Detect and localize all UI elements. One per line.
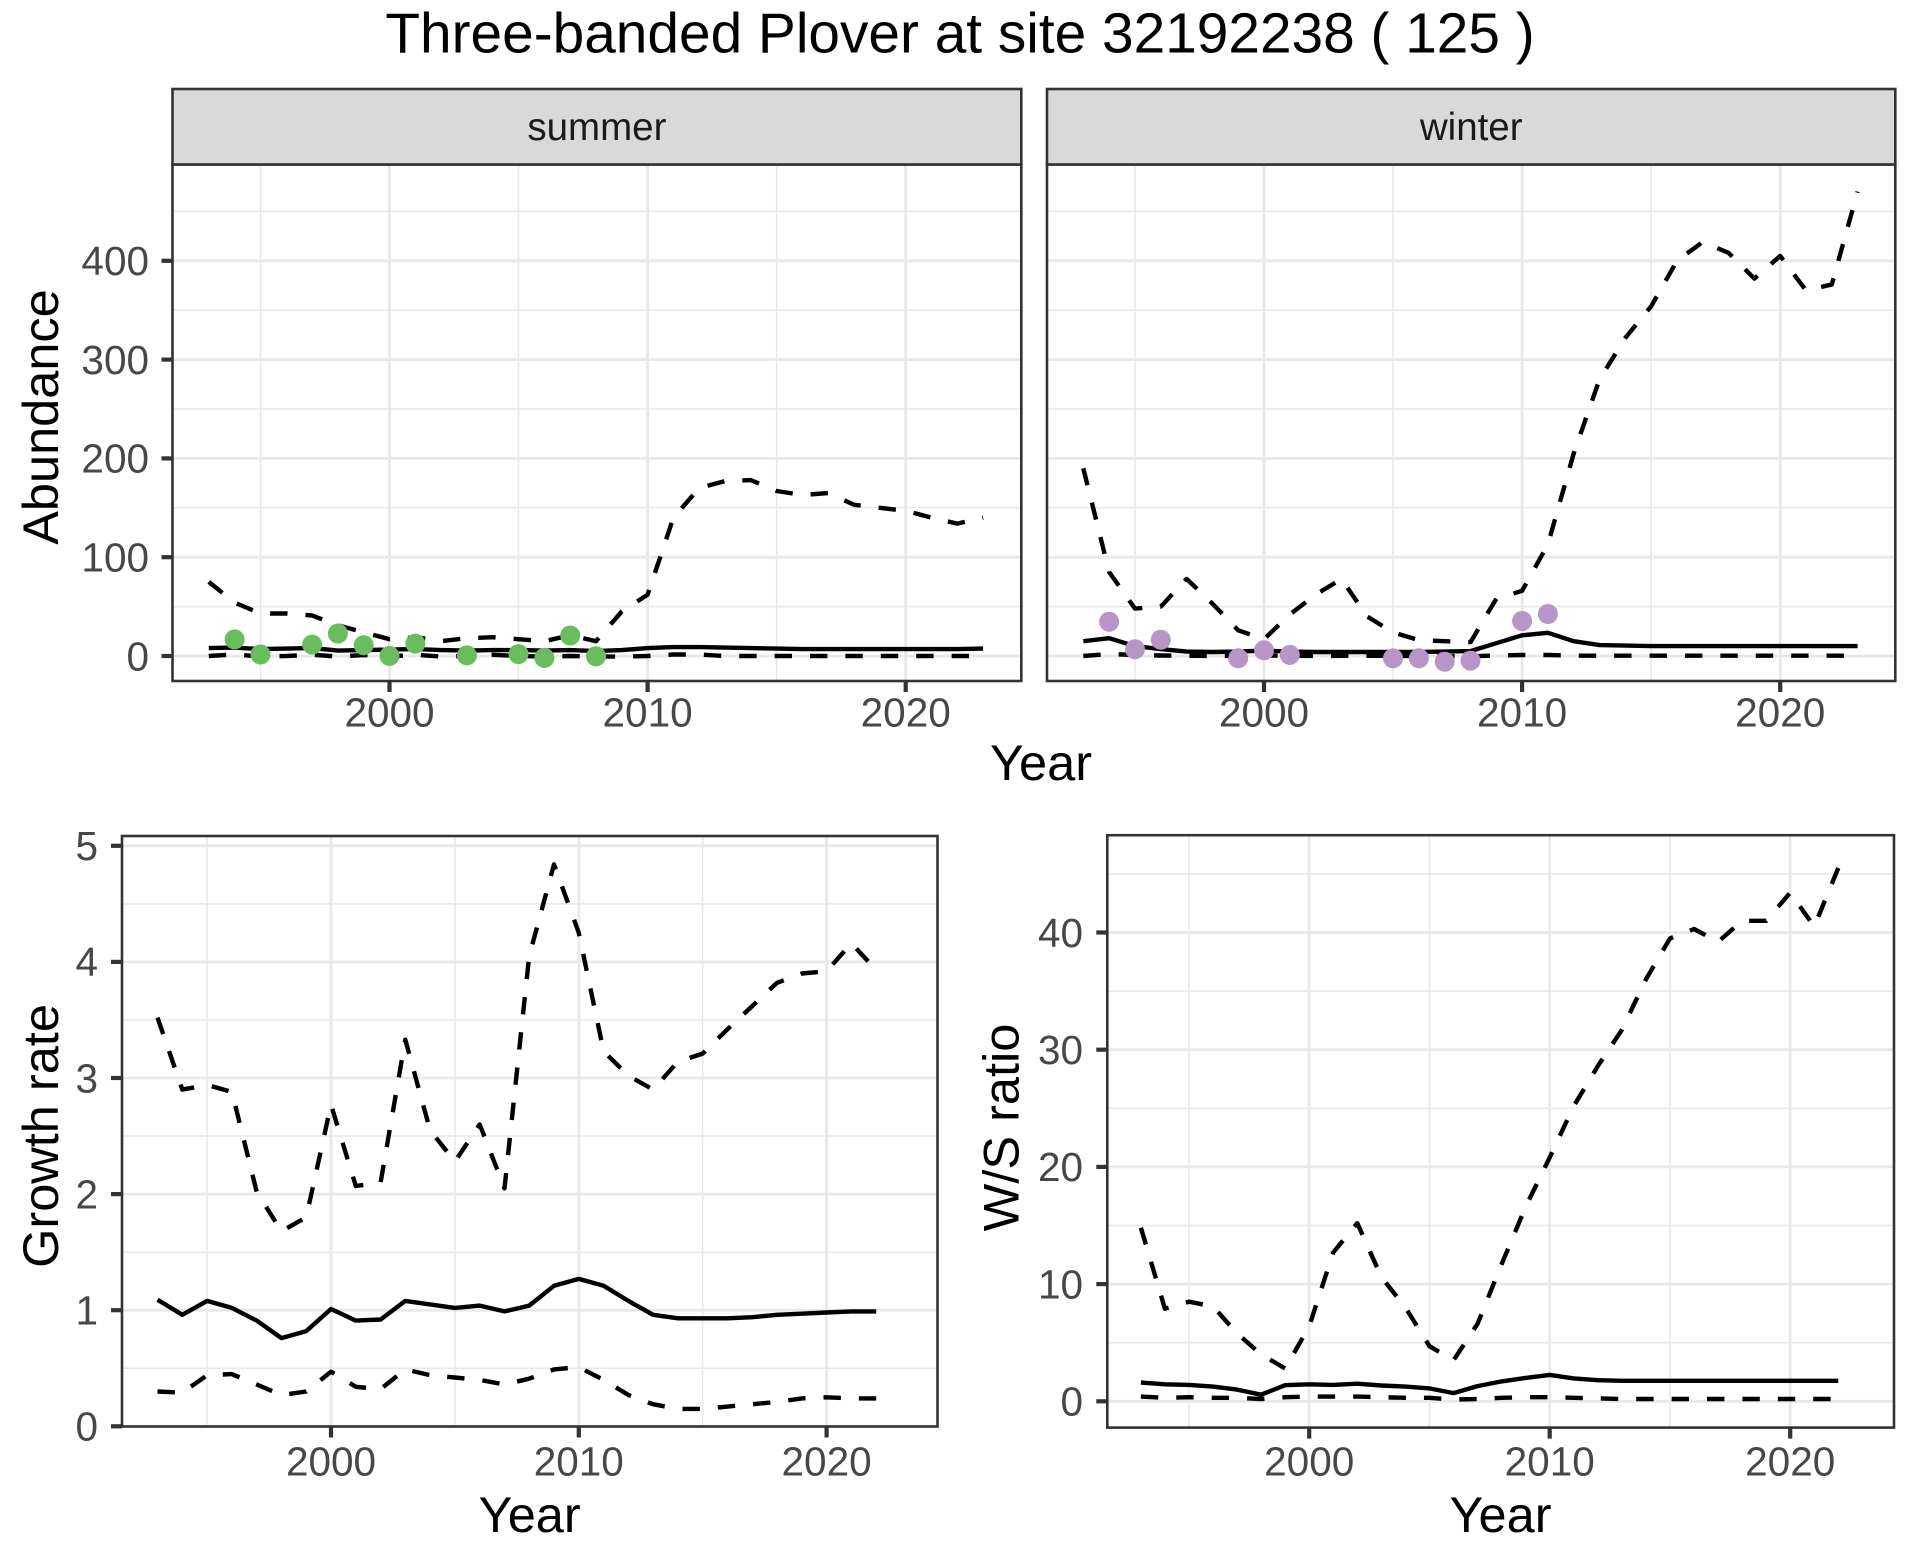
svg-text:2: 2 [75,1171,98,1217]
svg-text:Year: Year [479,1486,581,1543]
svg-text:1: 1 [75,1288,98,1334]
svg-text:W/S ratio: W/S ratio [973,1024,1030,1232]
svg-text:300: 300 [81,337,149,383]
svg-text:2010: 2010 [1505,1438,1595,1484]
svg-text:Growth rate: Growth rate [12,1004,69,1268]
svg-text:2010: 2010 [603,689,693,735]
svg-text:10: 10 [1038,1261,1083,1307]
svg-text:2010: 2010 [1477,689,1567,735]
svg-text:winter: winter [1419,106,1523,149]
svg-text:200: 200 [81,436,149,482]
svg-text:Abundance: Abundance [12,289,69,545]
svg-text:2000: 2000 [1264,1438,1354,1484]
svg-text:0: 0 [1060,1379,1083,1425]
svg-text:30: 30 [1038,1027,1083,1073]
svg-text:2000: 2000 [286,1438,376,1484]
svg-text:2020: 2020 [782,1438,872,1484]
svg-text:2020: 2020 [861,689,951,735]
svg-text:4: 4 [75,939,98,985]
svg-text:400: 400 [81,238,149,284]
svg-text:20: 20 [1038,1144,1083,1190]
svg-text:5: 5 [75,823,98,869]
svg-text:Year: Year [1449,1486,1551,1543]
svg-text:2010: 2010 [534,1438,624,1484]
svg-text:summer: summer [527,106,666,149]
svg-text:40: 40 [1038,910,1083,956]
svg-text:2020: 2020 [1745,1438,1835,1484]
svg-text:2020: 2020 [1735,689,1825,735]
svg-text:0: 0 [126,633,149,679]
svg-text:100: 100 [81,535,149,581]
svg-text:Three-banded Plover at site 32: Three-banded Plover at site 32192238 ( 1… [385,3,1534,66]
svg-text:0: 0 [75,1404,98,1450]
svg-text:2000: 2000 [1219,689,1309,735]
svg-text:3: 3 [75,1055,98,1101]
svg-text:Year: Year [990,734,1092,791]
svg-text:2000: 2000 [344,689,434,735]
